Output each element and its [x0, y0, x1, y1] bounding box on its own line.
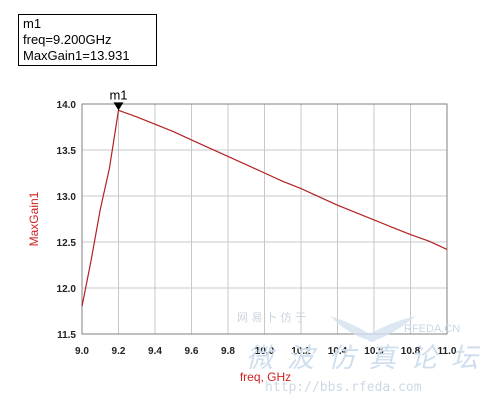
- x-tick-label: 9.8: [221, 346, 235, 357]
- x-tick-label: 9.4: [148, 346, 162, 357]
- watermark-brand: RFEDA.CN: [404, 323, 461, 335]
- y-tick-label: 11.5: [57, 330, 76, 341]
- chart-grid: [81, 103, 448, 335]
- y-tick-label: 13.0: [57, 192, 77, 203]
- x-tick-label: 9.2: [112, 346, 126, 357]
- y-tick-label: 12.0: [57, 284, 77, 295]
- series-line: [81, 109, 448, 307]
- watermark-title: 微波仿真论坛: [246, 343, 489, 374]
- x-tick-label: 10.6: [364, 346, 384, 357]
- marker-freq: freq=9.200GHz: [23, 32, 112, 47]
- marker-annotation[interactable]: m1: [109, 87, 128, 111]
- x-tick-labels: 9.0 9.2 9.4 9.6 9.8 10.0 10.2 10.4 10.6 10.8 11.0: [75, 346, 457, 357]
- watermark-small-text: 网 易 卜 仿 于: [237, 311, 306, 324]
- x-tick-label: 10.4: [328, 346, 348, 357]
- y-axis-label: MaxGain1: [27, 191, 41, 246]
- watermark-url: http://bbs.rfeda.com: [265, 380, 422, 395]
- y-tick-label: 13.5: [57, 146, 77, 157]
- x-tick-label: 9.0: [75, 346, 89, 357]
- x-axis-label: freq, GHz: [240, 370, 291, 384]
- x-tick-label: 9.6: [185, 346, 199, 357]
- watermark-logo-icon: [330, 316, 416, 342]
- y-tick-label: 12.5: [57, 238, 77, 249]
- y-tick-labels: 11.5 12.0 12.5 13.0 13.5 14.0: [57, 100, 77, 341]
- x-tick-label: 11.0: [438, 346, 457, 357]
- marker-readout-box: m1 freq=9.200GHz MaxGain1=13.931: [18, 14, 157, 66]
- marker-value: MaxGain1=13.931: [23, 48, 130, 63]
- x-tick-label: 10.8: [401, 346, 421, 357]
- x-tick-label: 10.0: [255, 346, 275, 357]
- marker-triangle-icon[interactable]: [113, 102, 124, 111]
- y-tick-label: 14.0: [57, 100, 77, 111]
- plot-frame: [81, 103, 448, 335]
- marker-label: m1: [109, 87, 127, 102]
- marker-name: m1: [23, 16, 42, 31]
- x-tick-label: 10.2: [291, 346, 311, 357]
